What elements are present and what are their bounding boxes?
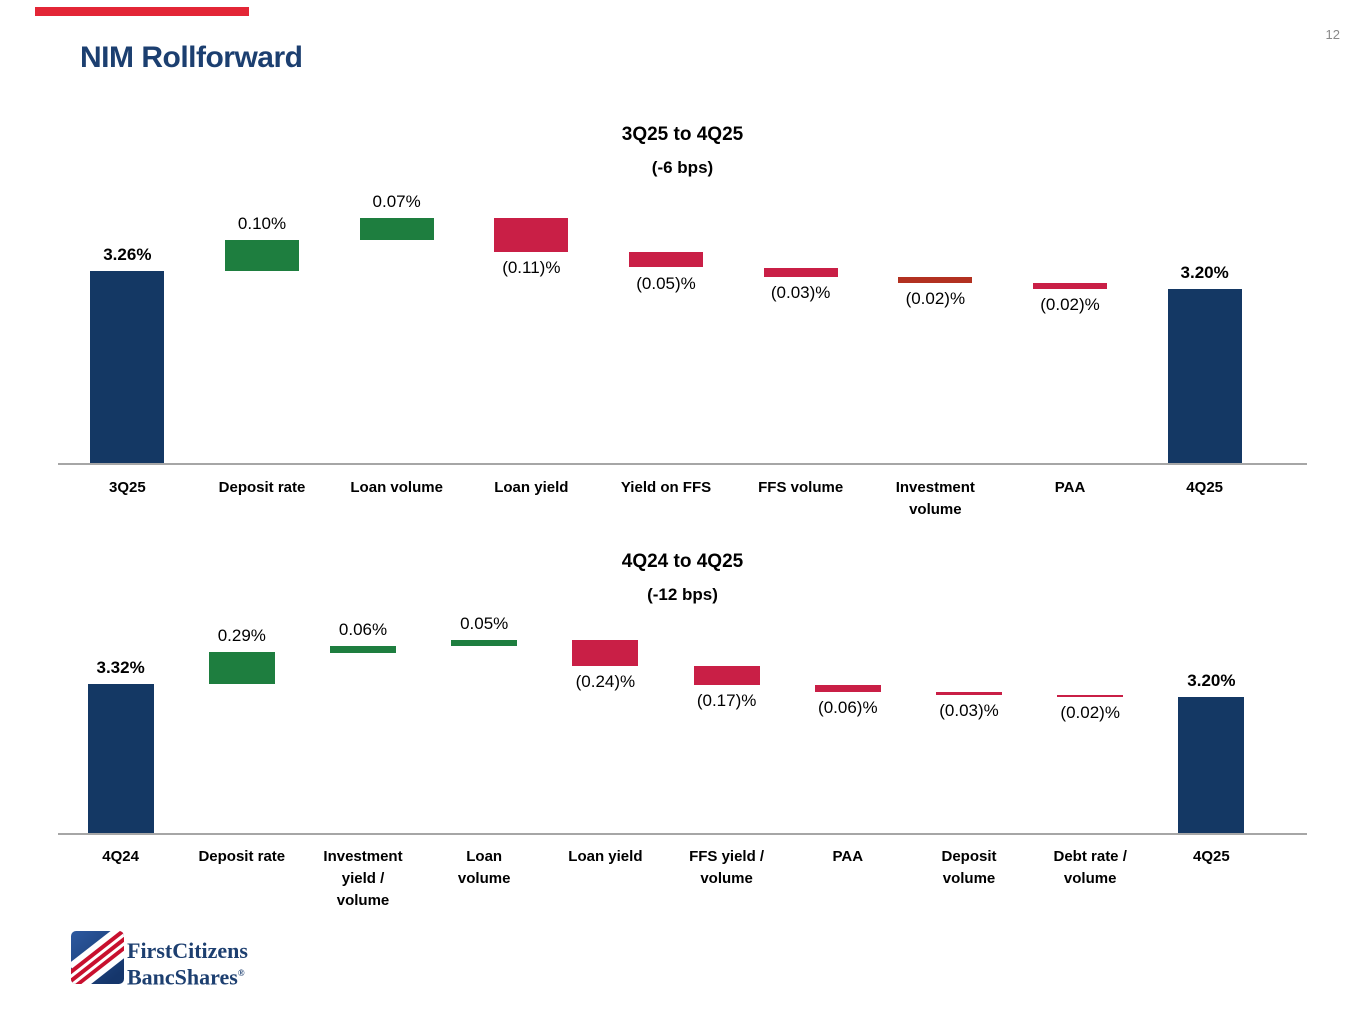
waterfall-bar-investment-yield-volume: [330, 646, 396, 653]
waterfall-bar-loan-yield: [494, 218, 569, 252]
category-label-yield-on-ffs: Yield on FFS: [620, 479, 712, 496]
bar-value-label-paa: (0.02)%: [1040, 295, 1100, 314]
logo-line1: FirstCitizens: [127, 938, 248, 963]
waterfall-bar-paa: [814, 685, 881, 692]
bar-value-label-4q25: 3.20%: [1187, 671, 1236, 690]
category-label-loan-yield: Loan yield: [568, 848, 643, 865]
waterfall-bar-4q25: [1178, 697, 1245, 833]
waterfall-bar-3q25: [90, 271, 165, 463]
waterfall-bar-4q24: [87, 684, 154, 833]
bar-value-label-investment-volume: (0.02)%: [905, 289, 966, 308]
waterfall-bar-loan-volume: [451, 640, 518, 646]
category-label-ffs-volume: FFS volume: [758, 479, 844, 496]
bar-value-label-loan-volume: 0.05%: [460, 614, 509, 633]
category-label-loan-volume: Loan volume: [457, 848, 511, 887]
bar-value-label-paa: (0.06)%: [818, 698, 878, 717]
category-label-paa: PAA: [832, 848, 864, 865]
registered-mark: ®: [237, 968, 245, 978]
category-label-deposit-volume: Deposit volume: [941, 848, 997, 887]
bar-value-label-ffs-yield-volume: (0.17)%: [696, 691, 757, 710]
bar-value-label-3q25: 3.26%: [103, 245, 152, 264]
logo-text: FirstCitizens BancShares®: [127, 940, 248, 988]
waterfall-bar-investment-volume: [898, 277, 973, 283]
waterfall-bar-4q25: [1167, 289, 1242, 463]
category-label-4q24: 4Q24: [102, 848, 139, 865]
waterfall-bar-yield-on-ffs: [629, 252, 703, 267]
chart-title: 4Q24 to 4Q25: [621, 551, 744, 572]
slide-title: NIM Rollforward: [80, 41, 303, 74]
waterfall-bar-ffs-yield-volume: [693, 666, 760, 685]
category-label-investment-yield-volume: Investment yield / volume: [323, 848, 403, 909]
category-label-paa: PAA: [1054, 479, 1086, 496]
chart-subtitle: (-6 bps): [651, 158, 714, 177]
bar-value-label-loan-yield: (0.11)%: [502, 258, 561, 277]
bar-value-label-deposit-rate: 0.10%: [237, 214, 287, 233]
logo-line2: BancShares: [127, 964, 238, 990]
bar-value-label-investment-yield-volume: 0.06%: [338, 620, 388, 639]
page-number: 12: [1325, 27, 1340, 42]
category-label-4q25: 4Q25: [1193, 848, 1230, 865]
category-label-deposit-rate: Deposit rate: [198, 848, 286, 865]
waterfall-bar-deposit-volume: [936, 692, 1002, 695]
category-label-3q25: 3Q25: [108, 479, 146, 496]
bar-value-label-4q24: 3.32%: [96, 658, 145, 677]
x-axis-line: [58, 463, 1307, 465]
category-label-4q25: 4Q25: [1186, 479, 1224, 496]
bar-value-label-debt-rate-volume: (0.02)%: [1060, 703, 1120, 722]
bar-value-label-yield-on-ffs: (0.05)%: [636, 274, 696, 293]
waterfall-bar-paa: [1033, 283, 1107, 289]
category-label-loan-yield: Loan yield: [494, 479, 569, 496]
top-accent-bar: [35, 7, 249, 16]
bar-value-label-4q25: 3.20%: [1180, 263, 1229, 282]
chart-title: 3Q25 to 4Q25: [621, 124, 744, 145]
category-label-debt-rate-volume: Debt rate / volume: [1053, 848, 1127, 887]
category-label-investment-volume: Investment volume: [895, 479, 975, 518]
bar-value-label-ffs-volume: (0.03)%: [770, 283, 831, 302]
category-label-ffs-yield-volume: FFS yield / volume: [689, 848, 765, 887]
waterfall-bar-loan-yield: [572, 640, 639, 666]
chart-subtitle: (-12 bps): [647, 585, 718, 604]
logo-mark-icon: [71, 931, 124, 984]
bar-value-label-deposit-volume: (0.03)%: [939, 701, 999, 720]
waterfall-bar-deposit-rate: [225, 240, 299, 271]
bar-value-label-loan-yield: (0.24)%: [575, 672, 636, 691]
bar-value-label-deposit-rate: 0.29%: [217, 626, 266, 645]
waterfall-bar-loan-volume: [359, 218, 434, 240]
waterfall-bar-debt-rate-volume: [1057, 695, 1124, 697]
category-label-deposit-rate: Deposit rate: [218, 479, 306, 496]
x-axis-line: [58, 833, 1307, 835]
waterfall-bar-ffs-volume: [763, 268, 838, 277]
waterfall-bar-deposit-rate: [208, 652, 275, 684]
bar-value-label-loan-volume: 0.07%: [372, 192, 421, 211]
category-label-loan-volume: Loan volume: [350, 479, 443, 496]
